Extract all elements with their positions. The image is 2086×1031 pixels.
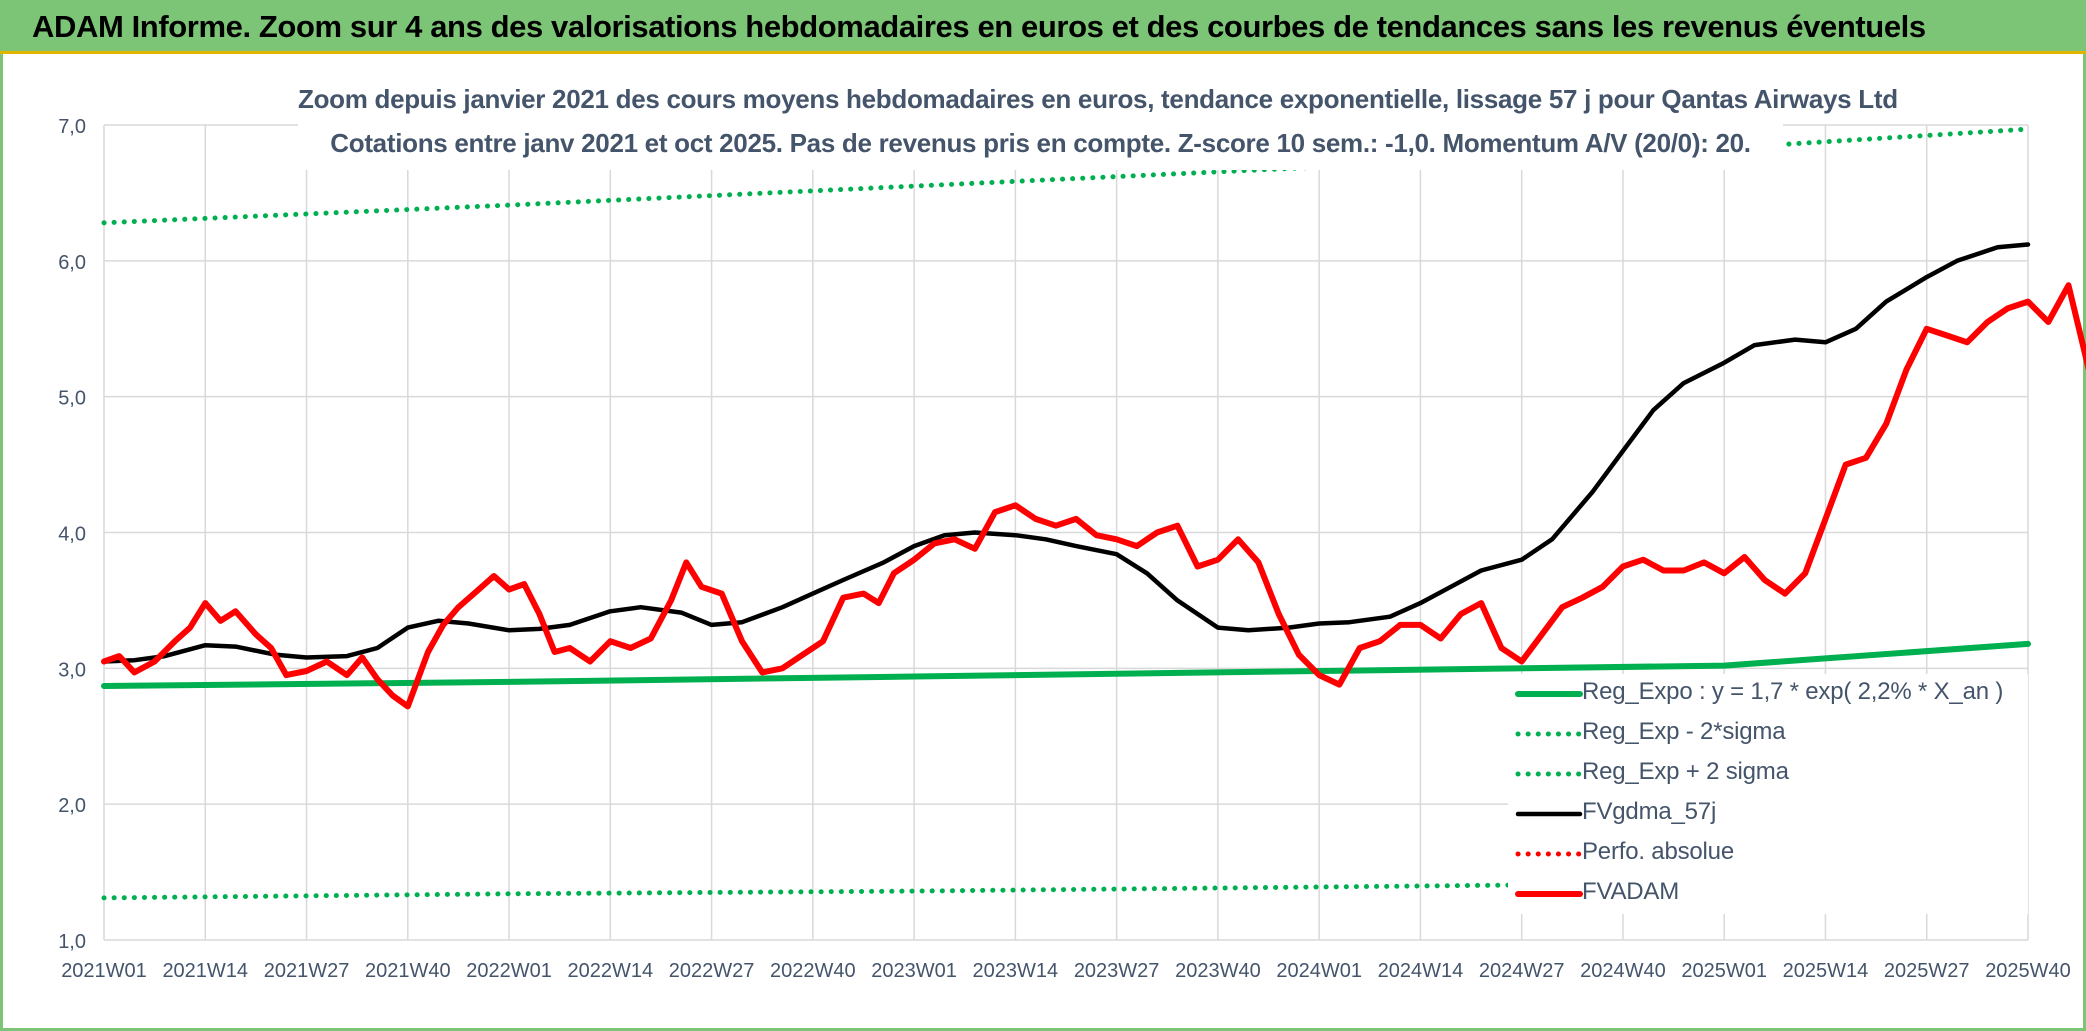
y-tick-label: 2,0 bbox=[58, 795, 86, 817]
legend-swatch bbox=[1515, 731, 1583, 737]
legend-label: FVADAM bbox=[1582, 878, 1680, 905]
x-tick-label: 2023W27 bbox=[1074, 960, 1160, 982]
x-tick-label: 2024W27 bbox=[1479, 960, 1565, 982]
legend-label: Reg_Expo : y = 1,7 * exp( 2,2% * X_an ) bbox=[1582, 678, 2004, 705]
legend-label: Reg_Exp + 2 sigma bbox=[1582, 758, 1789, 785]
x-tick-label: 2021W40 bbox=[365, 960, 451, 982]
legend-swatch bbox=[1515, 891, 1583, 897]
x-tick-label: 2023W01 bbox=[871, 960, 957, 982]
series-line-reg-expo-y-1-7-exp-2-2-x-an bbox=[101, 640, 2031, 689]
x-tick-label: 2021W14 bbox=[162, 960, 248, 982]
legend-label: Reg_Exp - 2*sigma bbox=[1582, 718, 1786, 745]
x-tick-label: 2021W01 bbox=[61, 960, 147, 982]
page-title: ADAM Informe. Zoom sur 4 ans des valoris… bbox=[32, 9, 1926, 44]
legend-item: Perfo. absolue bbox=[1508, 834, 2028, 874]
chart-legend: Reg_Expo : y = 1,7 * exp( 2,2% * X_an ) R… bbox=[1508, 674, 2028, 914]
legend-item: FVADAM bbox=[1508, 874, 2028, 914]
series-line-fvgdma-57j bbox=[101, 242, 2031, 664]
x-tick-label: 2023W14 bbox=[973, 960, 1059, 982]
x-tick-label: 2022W40 bbox=[770, 960, 856, 982]
x-tick-label: 2022W01 bbox=[466, 960, 552, 982]
legend-label: Perfo. absolue bbox=[1582, 838, 1734, 865]
chart-subtitle-line-2: Cotations entre janv 2021 et oct 2025. P… bbox=[330, 128, 1751, 158]
y-tick-label: 6,0 bbox=[58, 252, 86, 274]
y-tick-label: 1,0 bbox=[58, 931, 86, 953]
y-tick-label: 5,0 bbox=[58, 388, 86, 410]
x-tick-label: 2024W40 bbox=[1580, 960, 1666, 982]
legend-item: Reg_Expo : y = 1,7 * exp( 2,2% * X_an ) bbox=[1508, 674, 2028, 714]
legend-item: Reg_Exp + 2 sigma bbox=[1508, 754, 2028, 794]
chart-subtitle: Zoom depuis janvier 2021 des cours moyen… bbox=[298, 78, 1898, 170]
x-tick-label: 2025W01 bbox=[1681, 960, 1767, 982]
legend-label: FVgdma_57j bbox=[1582, 798, 1717, 825]
header-bar: ADAM Informe. Zoom sur 4 ans des valoris… bbox=[0, 0, 2086, 54]
y-tick-label: 3,0 bbox=[58, 659, 86, 681]
legend-item: FVgdma_57j bbox=[1508, 794, 2028, 834]
legend-swatch bbox=[1515, 691, 1583, 697]
legend-swatch bbox=[1515, 771, 1583, 777]
y-tick-label: 4,0 bbox=[58, 524, 86, 546]
x-tick-label: 2025W40 bbox=[1985, 960, 2071, 982]
y-tick-label: 7,0 bbox=[58, 116, 86, 138]
x-tick-label: 2024W14 bbox=[1378, 960, 1464, 982]
x-tick-label: 2025W27 bbox=[1884, 960, 1970, 982]
x-tick-label: 2024W01 bbox=[1276, 960, 1362, 982]
series-line-fvadam bbox=[101, 282, 2086, 710]
legend-swatch bbox=[1515, 811, 1583, 817]
x-tick-label: 2023W40 bbox=[1175, 960, 1261, 982]
x-tick-label: 2022W27 bbox=[669, 960, 755, 982]
x-tick-label: 2025W14 bbox=[1783, 960, 1869, 982]
x-tick-label: 2022W14 bbox=[568, 960, 654, 982]
legend-item: Reg_Exp - 2*sigma bbox=[1508, 714, 2028, 754]
legend-swatch bbox=[1515, 851, 1583, 857]
x-tick-label: 2021W27 bbox=[264, 960, 350, 982]
chart-subtitle-line-1: Zoom depuis janvier 2021 des cours moyen… bbox=[298, 84, 1898, 114]
